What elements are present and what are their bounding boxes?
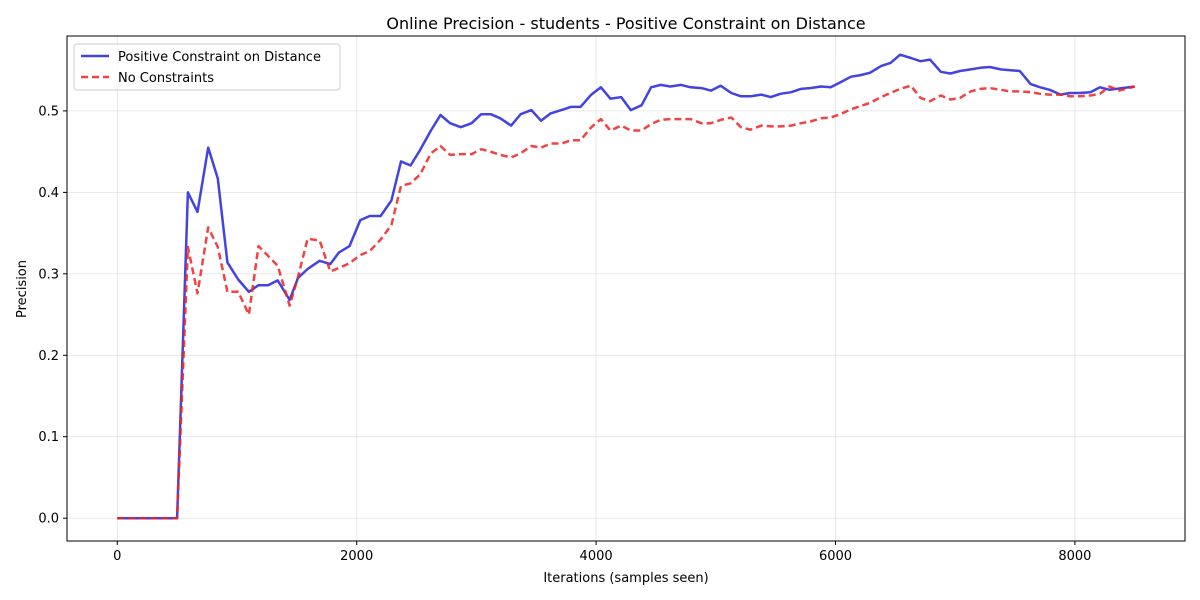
x-axis-label: Iterations (samples seen) — [543, 571, 708, 586]
y-tick-label: 0.2 — [38, 349, 59, 364]
legend: Positive Constraint on Distance No Const… — [73, 43, 341, 91]
y-tick-label: 0.5 — [38, 104, 59, 119]
legend-box — [73, 43, 341, 91]
grid — [67, 36, 1185, 541]
x-tick-label: 4000 — [580, 549, 613, 564]
chart-title: Online Precision - students - Positive C… — [386, 14, 865, 33]
x-tick-label: 6000 — [819, 549, 852, 564]
y-tick-label: 0.3 — [38, 267, 59, 282]
series-lines — [117, 53, 1136, 520]
y-tick-label: 0.0 — [38, 512, 59, 527]
y-axis-label: Precision — [15, 260, 30, 318]
legend-label-no-constraints: No Constraints — [118, 71, 214, 86]
plot-frame — [66, 35, 1186, 542]
series-line-no-constraints — [117, 84, 1136, 520]
y-tick-label: 0.4 — [38, 186, 59, 201]
x-tick-label: 2000 — [340, 549, 373, 564]
x-tick-label: 0 — [113, 549, 121, 564]
legend-label-positive-constraint: Positive Constraint on Distance — [118, 50, 321, 65]
x-tick-label: 8000 — [1058, 549, 1091, 564]
y-tick-label: 0.1 — [38, 430, 59, 445]
axis-ticks: 0 2000 4000 6000 8000 0.0 0.1 0.2 0.3 0.4 0.5 — [38, 104, 1091, 564]
